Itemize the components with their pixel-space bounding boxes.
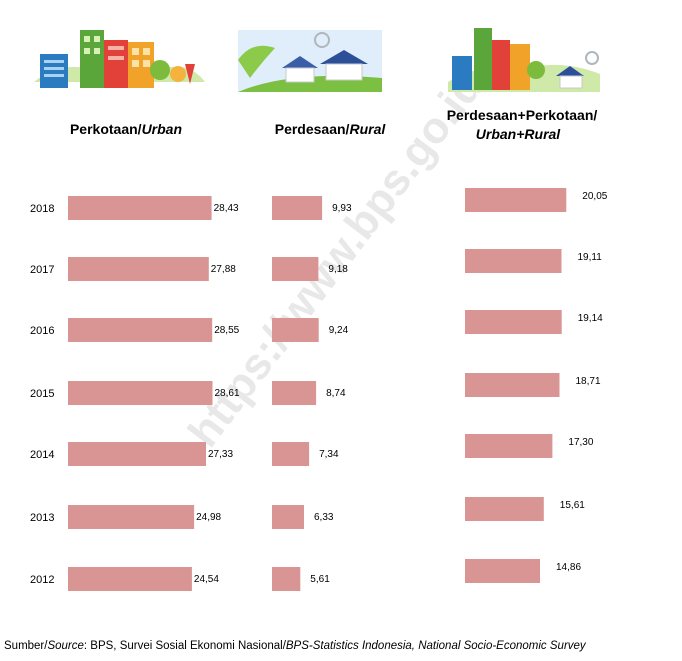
value-label-1-2015: 8,74	[326, 388, 346, 399]
bar-0-2018	[68, 196, 212, 220]
source-tail-italic: BPS-Statistics Indonesia, National Socio…	[285, 640, 586, 652]
year-label-2017: 2017	[30, 264, 54, 276]
bar-0-2016	[68, 318, 213, 342]
bar-2-2018	[465, 188, 567, 212]
value-label-1-2013: 6,33	[314, 512, 334, 523]
value-label-2-2017: 19,11	[578, 252, 603, 263]
bar-0-2017	[68, 257, 209, 281]
value-label-0-2013: 24,98	[196, 512, 221, 523]
value-label-1-2016: 9,24	[329, 325, 349, 336]
bar-1-2013	[272, 505, 304, 529]
bar-2-2012	[465, 559, 540, 583]
bar-0-2013	[68, 505, 195, 529]
year-label-2012: 2012	[30, 574, 54, 586]
bar-2-2013	[465, 497, 544, 521]
source-mid: : BPS, Survei Sosial Ekonomi Nasional/	[83, 640, 286, 652]
city-buildings-icon	[34, 30, 205, 88]
year-label-2018: 2018	[30, 203, 54, 215]
bar-2-2017	[465, 249, 562, 273]
value-label-2-2016: 19,14	[578, 313, 603, 324]
value-label-0-2015: 28,61	[215, 388, 240, 399]
source-note: Sumber/Source: BPS, Survei Sosial Ekonom…	[4, 640, 586, 652]
year-label-2013: 2013	[30, 512, 54, 524]
year-label-2016: 2016	[30, 325, 54, 337]
bars-group: 2018 2017 2016 2015 2014 2013 2012 28,43 27,88 28…	[30, 188, 608, 591]
bar-0-2015	[68, 381, 213, 405]
bar-1-2018	[272, 196, 323, 220]
value-label-0-2014: 27,33	[208, 449, 233, 460]
bar-1-2014	[272, 442, 310, 466]
header-total-line2: Urban+Rural	[476, 126, 562, 142]
city-and-village-icon	[448, 28, 600, 92]
bar-1-2012	[272, 567, 301, 591]
source-prefix: Sumber/	[4, 640, 48, 652]
year-label-2014: 2014	[30, 449, 54, 461]
value-label-2-2014: 17,30	[568, 437, 593, 448]
value-label-1-2018: 9,93	[332, 203, 352, 214]
bar-2-2015	[465, 373, 560, 397]
value-label-0-2017: 27,88	[211, 264, 236, 275]
bar-1-2017	[272, 257, 319, 281]
bar-2-2014	[465, 434, 553, 458]
year-label-2015: 2015	[30, 388, 54, 400]
source-prefix-italic: Source	[47, 640, 84, 652]
bar-0-2014	[68, 442, 206, 466]
value-label-0-2018: 28,43	[214, 203, 239, 214]
value-label-2-2015: 18,71	[576, 376, 601, 387]
value-label-1-2017: 9,18	[328, 264, 348, 275]
value-label-0-2016: 28,55	[214, 325, 239, 336]
header-total-line1: Perdesaan+Perkotaan/	[447, 107, 598, 123]
value-label-2-2018: 20,05	[582, 191, 607, 202]
bar-0-2012	[68, 567, 192, 591]
header-rural: Perdesaan/Rural	[275, 121, 387, 137]
header-urban: Perkotaan/Urban	[70, 121, 182, 137]
bar-1-2015	[272, 381, 317, 405]
bar-2-2016	[465, 310, 562, 334]
value-label-2-2012: 14,86	[556, 562, 581, 573]
value-label-1-2014: 7,34	[319, 449, 339, 460]
bar-chart: https://www.bps.go.id	[30, 28, 608, 591]
bar-1-2016	[272, 318, 319, 342]
value-label-0-2012: 24,54	[194, 574, 219, 585]
rural-houses-icon	[238, 30, 382, 92]
value-label-1-2012: 5,61	[310, 574, 330, 585]
value-label-2-2013: 15,61	[560, 500, 585, 511]
